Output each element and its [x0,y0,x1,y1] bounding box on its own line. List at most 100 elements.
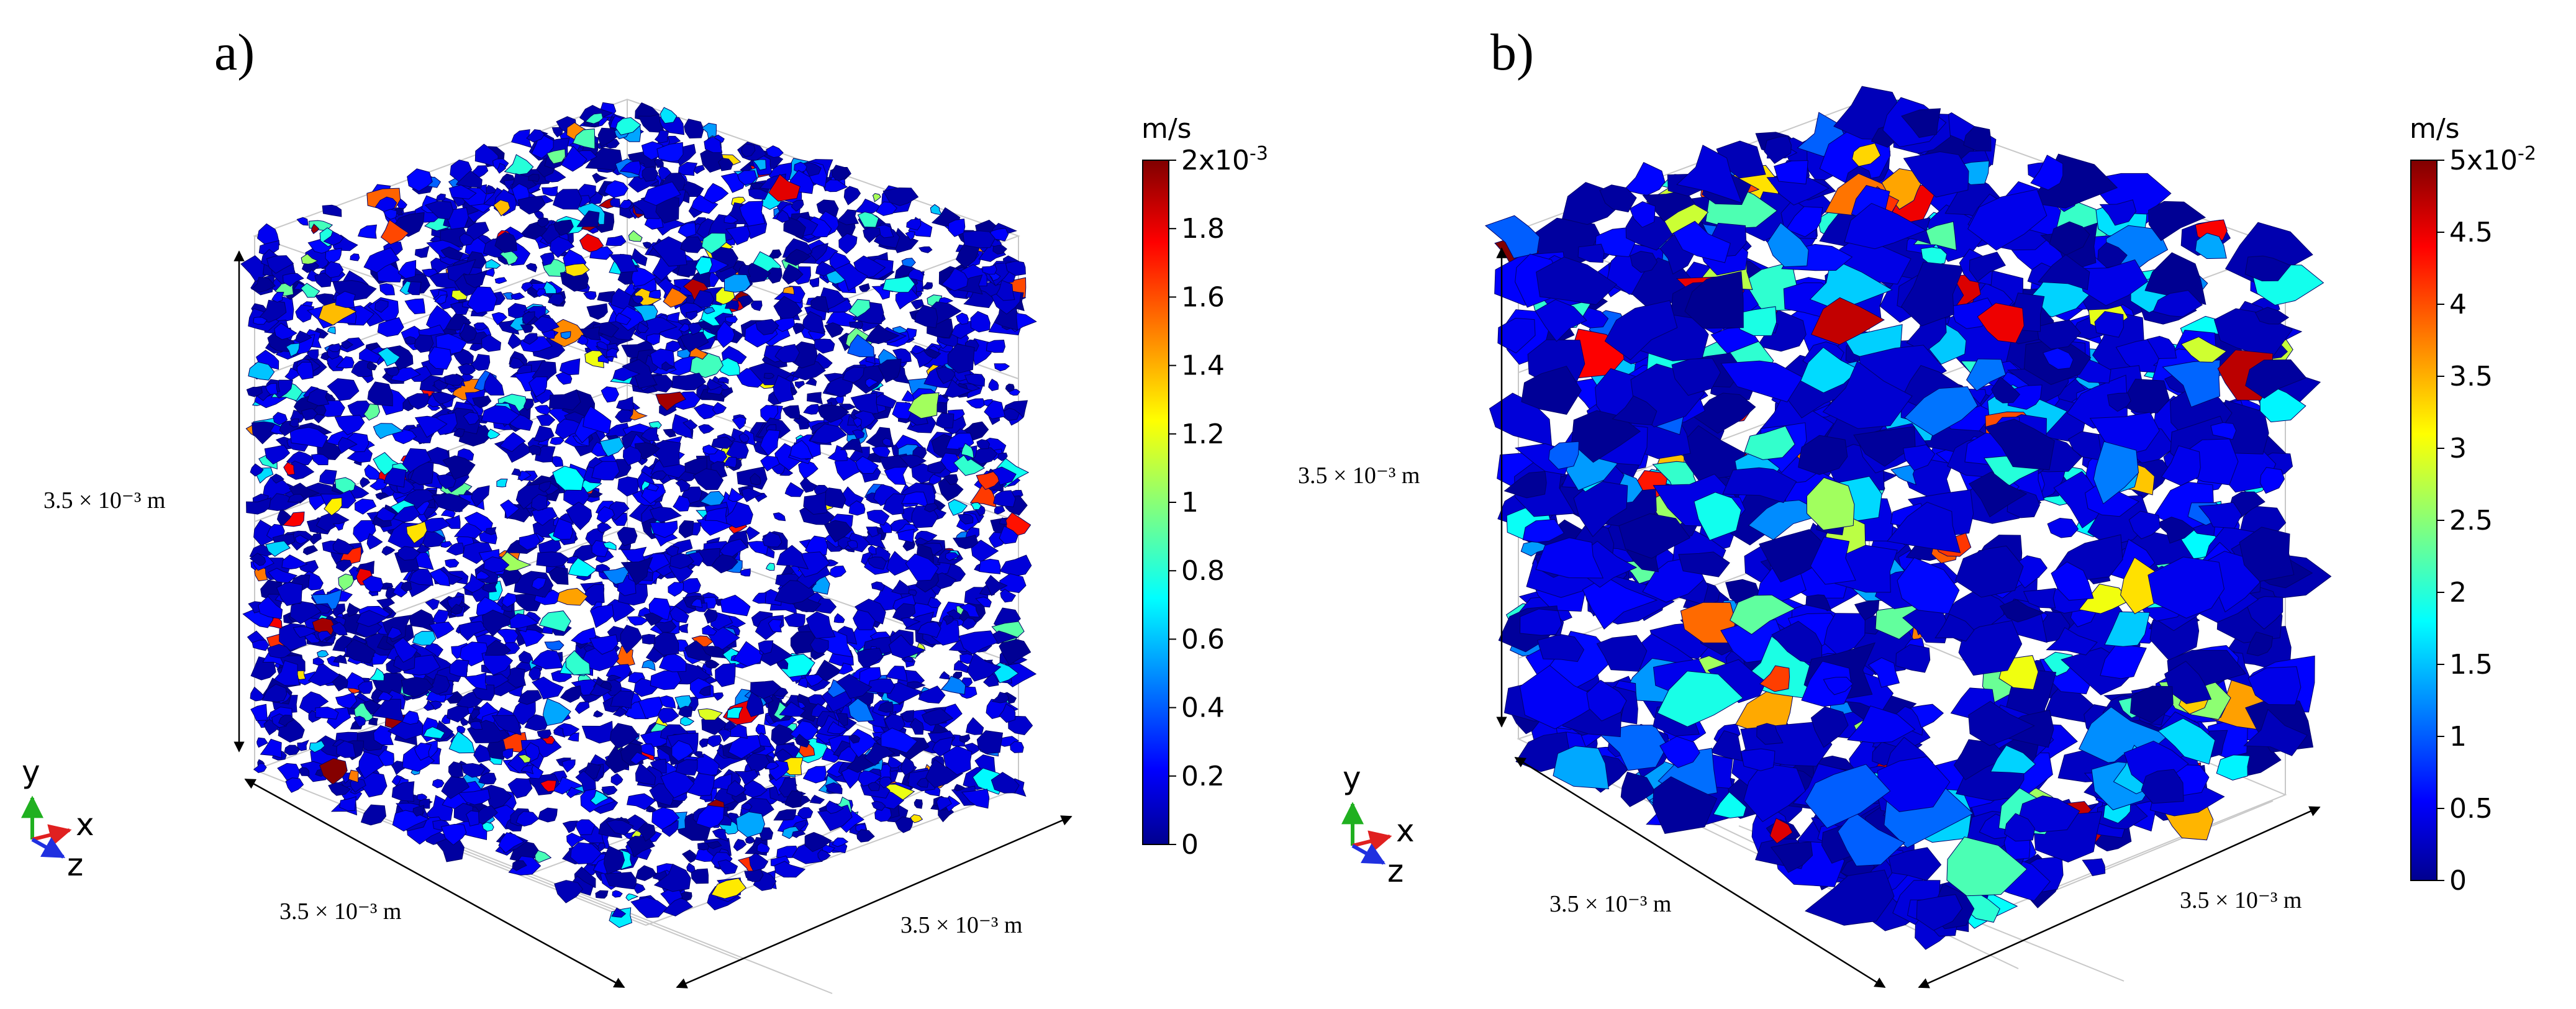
velocity-blob [533,315,560,333]
velocity-blob [2051,561,2094,601]
velocity-blob [1519,664,1606,730]
velocity-blob [962,230,995,248]
velocity-blob [1934,613,1975,642]
velocity-blob [414,742,432,761]
velocity-blob [248,361,275,381]
velocity-blob [721,501,753,528]
velocity-blob [335,559,352,572]
velocity-blob [1676,145,1743,204]
velocity-blob [250,686,265,702]
velocity-blob [779,467,794,476]
panel-a-velocity-blobs [240,102,1037,928]
velocity-blob [463,269,488,289]
velocity-blob [507,302,528,319]
velocity-blob [837,209,859,225]
panel-b-colorbar-unit: m/s [2410,113,2460,145]
velocity-blob [750,301,763,311]
velocity-blob [649,520,678,538]
velocity-blob [359,347,381,364]
velocity-blob [886,551,920,576]
panel-b-velocity-blobs [1485,86,2332,950]
velocity-blob [1764,135,1792,164]
velocity-blob [579,326,601,341]
velocity-blob [282,273,304,287]
velocity-blob [918,246,933,253]
velocity-blob [1990,744,2036,774]
velocity-blob [680,715,695,726]
velocity-blob [858,283,870,292]
velocity-blob [668,582,684,597]
velocity-blob [741,802,753,811]
velocity-blob [376,507,397,522]
velocity-blob [1604,300,1678,361]
velocity-blob [366,361,378,371]
z-axis-label: z [1387,853,1404,889]
colorbar-tick-label: 0.4 [1181,692,1225,724]
velocity-blob [690,599,703,609]
velocity-blob [523,398,534,411]
velocity-blob [619,200,632,209]
velocity-blob [774,344,800,363]
velocity-blob [559,358,581,376]
velocity-blob [261,684,288,702]
velocity-blob [548,389,581,411]
velocity-blob [815,404,850,423]
velocity-blob [491,715,522,736]
velocity-blob [487,428,501,440]
velocity-blob [584,112,604,124]
velocity-blob [2246,631,2274,656]
velocity-blob [961,443,974,459]
velocity-blob [523,333,538,345]
velocity-blob [741,487,763,502]
velocity-blob [610,690,635,709]
velocity-blob [733,839,747,852]
velocity-blob [377,691,393,702]
velocity-blob [847,540,858,549]
velocity-blob [494,628,519,643]
velocity-blob [377,317,404,337]
velocity-blob [2245,359,2307,399]
velocity-blob [1807,477,1855,531]
colorbar-tick-label: 0.5 [2449,793,2493,825]
velocity-blob [517,690,542,705]
velocity-blob [295,330,312,343]
velocity-blob [311,453,329,466]
velocity-blob [666,312,680,323]
velocity-blob [491,312,507,325]
panel-b-label: b) [1490,24,1534,81]
velocity-blob [1853,426,1916,467]
velocity-blob [493,199,510,217]
velocity-blob [587,489,603,498]
velocity-blob [460,641,489,667]
velocity-blob [746,692,764,717]
velocity-blob [537,729,551,739]
velocity-blob [433,379,449,391]
velocity-blob [882,438,891,446]
velocity-blob [864,324,900,345]
colorbar-tick-label: 1 [1181,487,1199,518]
velocity-blob [458,363,476,375]
velocity-blob [646,482,660,492]
velocity-blob [945,552,960,561]
velocity-blob [701,646,724,658]
velocity-blob [264,445,291,465]
velocity-blob [595,890,609,899]
velocity-blob [246,497,271,515]
velocity-blob [663,287,688,308]
velocity-blob [374,196,397,213]
velocity-blob [281,554,308,569]
velocity-blob [1903,444,1936,471]
velocity-blob [596,506,615,524]
velocity-blob [723,274,751,293]
velocity-blob [697,708,723,721]
velocity-blob [2047,517,2079,538]
velocity-blob [682,849,697,863]
colorbar-tick-label: 1.5 [2449,649,2493,681]
velocity-blob [367,381,393,407]
velocity-blob [354,499,377,515]
velocity-blob [750,473,761,486]
velocity-blob [2036,319,2081,350]
velocity-blob [616,396,635,411]
velocity-blob [725,225,751,245]
velocity-blob [1847,705,1916,743]
